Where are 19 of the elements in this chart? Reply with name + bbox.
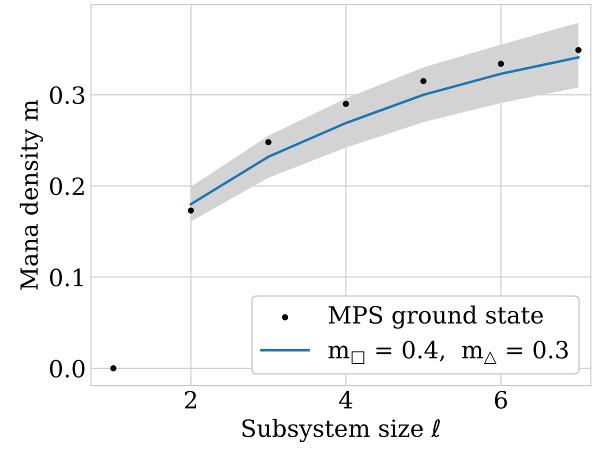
x-axis-title: Subsystem size ℓ bbox=[242, 418, 440, 442]
point bbox=[575, 46, 582, 54]
x-tick-label: 2 bbox=[184, 390, 196, 408]
point bbox=[420, 78, 427, 84]
y-tick-label: 0.2 bbox=[50, 177, 84, 196]
y-tick-label: 0.1 bbox=[50, 268, 83, 286]
point bbox=[498, 60, 504, 67]
legend-label: MPS ground state bbox=[328, 306, 543, 329]
y-tick-label: 0.3 bbox=[50, 86, 84, 104]
legend-label: m$_{□}$ = 0.4, m$_{△}$ = 0.3 bbox=[328, 340, 568, 364]
y-axis-title: Mana density m bbox=[20, 100, 43, 290]
x-tick-label: 4 bbox=[339, 390, 352, 408]
y-tick-label: 0.0 bbox=[50, 360, 84, 378]
x-tick-label: 6 bbox=[494, 390, 507, 409]
point bbox=[188, 207, 194, 214]
line-series bbox=[190, 56, 580, 206]
point bbox=[342, 100, 349, 107]
point bbox=[110, 365, 116, 372]
point bbox=[265, 139, 272, 146]
